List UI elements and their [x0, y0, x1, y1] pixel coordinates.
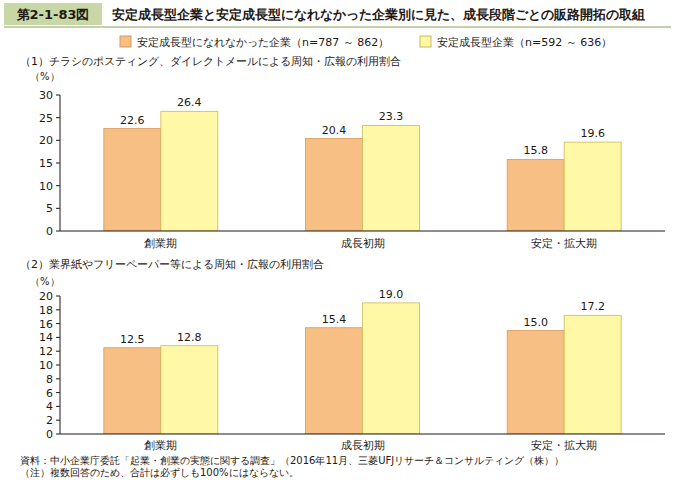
legend-swatch [120, 36, 131, 47]
bar [363, 303, 420, 434]
x-tick-label: 安定・拡大期 [531, 237, 597, 250]
data-label: 22.6 [120, 114, 145, 127]
y-tick [56, 420, 60, 421]
axis-unit: （%） [30, 71, 60, 82]
data-label: 19.6 [580, 127, 605, 140]
x-axis [60, 231, 665, 232]
chart-root: 第2-1-83図 安定成長型企業と安定成長型になれなかった企業別に見た、成長段階ご… [0, 0, 675, 480]
data-label: 15.8 [523, 144, 548, 157]
x-tick-label: 創業期 [144, 237, 177, 250]
legend-swatch [420, 36, 431, 47]
y-tick [56, 351, 60, 352]
y-tick [56, 392, 60, 393]
bar [564, 315, 621, 434]
chart-title: （2）業界紙やフリーペーパー等による周知・広報の利用割合 [20, 258, 324, 271]
y-tick-label: 14 [39, 331, 53, 344]
data-label: 20.4 [322, 124, 347, 137]
y-tick-label: 0 [46, 225, 53, 238]
y-tick [56, 323, 60, 324]
bar [363, 125, 420, 231]
axis-unit: （%） [30, 276, 60, 287]
data-label: 19.0 [379, 288, 404, 301]
y-tick [56, 309, 60, 310]
y-tick [56, 296, 60, 297]
x-tick-label: 成長初期 [341, 439, 385, 452]
y-tick [56, 337, 60, 338]
y-tick-label: 18 [39, 304, 53, 317]
y-tick-label: 10 [39, 359, 53, 372]
bars [104, 111, 621, 231]
y-tick-label: 30 [39, 89, 53, 102]
data-label: 12.8 [177, 331, 202, 344]
x-axis [60, 434, 665, 435]
y-tick [56, 163, 60, 164]
y-tick-label: 4 [46, 400, 53, 413]
y-tick [56, 95, 60, 96]
header-rule [4, 27, 671, 28]
y-tick-label: 20 [39, 134, 53, 147]
y-tick-label: 12 [39, 345, 53, 358]
bar [306, 139, 363, 231]
y-tick-label: 6 [46, 387, 53, 400]
y-tick-label: 16 [39, 318, 53, 331]
y-tick [56, 434, 60, 435]
x-tick-label: 安定・拡大期 [531, 439, 597, 452]
data-label: 15.4 [322, 313, 347, 326]
chart-1: （2）業界紙やフリーペーパー等による周知・広報の利用割合（%）024681012… [20, 258, 665, 452]
x-tick-label: 成長初期 [341, 237, 385, 250]
figure-title: 安定成長型企業と安定成長型になれなかった企業別に見た、成長段階ごとの販路開拓の取… [112, 7, 645, 22]
bar [306, 328, 363, 434]
legend-label: 安定成長型になれなかった企業（n=787 ～ 862） [137, 36, 389, 49]
figure-number-box [4, 3, 102, 25]
y-tick [56, 117, 60, 118]
y-tick-label: 5 [46, 202, 53, 215]
figure-number: 第2-1-83図 [16, 7, 90, 22]
data-label: 23.3 [379, 110, 404, 123]
y-tick [56, 185, 60, 186]
legend-label: 安定成長型企業（n=592 ～ 636） [437, 36, 612, 49]
y-tick [56, 378, 60, 379]
y-tick-label: 15 [39, 157, 53, 170]
y-tick [56, 365, 60, 366]
source: 資料：中小企業庁委託「起業・創業の実態に関する調査」（2016年11月、三菱UF… [20, 455, 564, 466]
bar [104, 348, 161, 434]
y-tick-label: 20 [39, 290, 53, 303]
note: （注）複数回答のため、合計は必ずしも100%にはならない。 [20, 467, 299, 479]
bar [161, 111, 218, 231]
chart-0: （1）チラシのポスティング、ダイレクトメールによる周知・広報の利用割合 （%） 0 5… [20, 55, 665, 250]
y-tick [56, 140, 60, 141]
bar [564, 142, 621, 231]
y-tick-label: 2 [46, 414, 53, 427]
y-tick-label: 25 [39, 112, 53, 125]
bar [104, 129, 161, 231]
data-label: 12.5 [120, 333, 145, 346]
data-label: 17.2 [580, 300, 605, 313]
y-tick-label: 0 [46, 428, 53, 441]
bar [507, 331, 564, 435]
chart-title: （1）チラシのポスティング、ダイレクトメールによる周知・広報の利用割合 [20, 55, 401, 68]
bars [104, 303, 621, 434]
y-tick [56, 231, 60, 232]
y-tick-label: 10 [39, 180, 53, 193]
y-tick [56, 208, 60, 209]
bar [161, 346, 218, 434]
y-tick [56, 406, 60, 407]
y-tick-label: 8 [46, 373, 53, 386]
data-label: 15.0 [523, 316, 548, 329]
x-tick-label: 創業期 [144, 439, 177, 452]
data-label: 26.4 [177, 96, 202, 109]
bar [507, 159, 564, 231]
